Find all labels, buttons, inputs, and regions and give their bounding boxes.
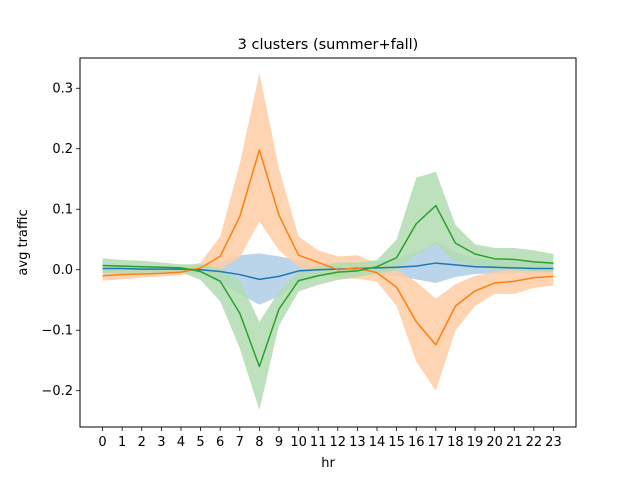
y-tick-label: −0.2 [41,384,73,399]
x-tick-label: 6 [216,435,224,450]
plot-area-frame [79,57,577,428]
x-tick-label: 2 [138,435,146,450]
y-axis-label: avg traffic [16,209,31,275]
x-tick-label: 18 [447,435,464,450]
x-tick-label: 23 [545,435,562,450]
y-axis: −0.2 −0.1 0.0 0.1 0.2 0.3 [41,82,80,399]
x-axis-label: hr [321,456,335,471]
y-tick-label: 0.2 [52,142,73,157]
line-series-2 [102,149,554,346]
x-tick-label: 22 [526,435,543,450]
x-tick-label: 14 [369,435,386,450]
x-tick-label: 16 [408,435,425,450]
x-tick-label: 11 [310,435,327,450]
x-tick-label: 10 [290,435,307,450]
line-series-1 [102,262,554,281]
x-tick-label: 8 [255,435,263,450]
series-lines [102,149,554,368]
y-tick-label: 0.3 [52,82,73,97]
x-tick-label: 20 [486,435,503,450]
y-tick-label: −0.1 [41,324,73,339]
y-tick-label: 0.0 [52,263,73,278]
band-series-3 [102,171,554,411]
x-tick-label: 21 [506,435,523,450]
x-tick-label: 3 [157,435,165,450]
x-tick-label: 12 [330,435,347,450]
x-tick-label: 5 [196,435,204,450]
x-tick-label: 19 [467,435,484,450]
x-tick-label: 7 [236,435,244,450]
x-tick-label: 9 [275,435,283,450]
band-series-2 [102,73,554,391]
x-tick-label: 15 [388,435,405,450]
x-tick-label: 17 [428,435,445,450]
line-series-3 [102,204,554,368]
chart-title: 3 clusters (summer+fall) [238,37,419,53]
x-tick-label: 0 [98,435,106,450]
x-axis: 0 1 2 3 4 5 6 7 8 9 10 11 12 13 14 15 16 17 18 19 20 21 22 23 [98,427,562,450]
y-tick-label: 0.1 [52,203,73,218]
x-tick-label: 4 [177,435,185,450]
x-tick-label: 13 [349,435,366,450]
x-tick-label: 1 [118,435,126,450]
